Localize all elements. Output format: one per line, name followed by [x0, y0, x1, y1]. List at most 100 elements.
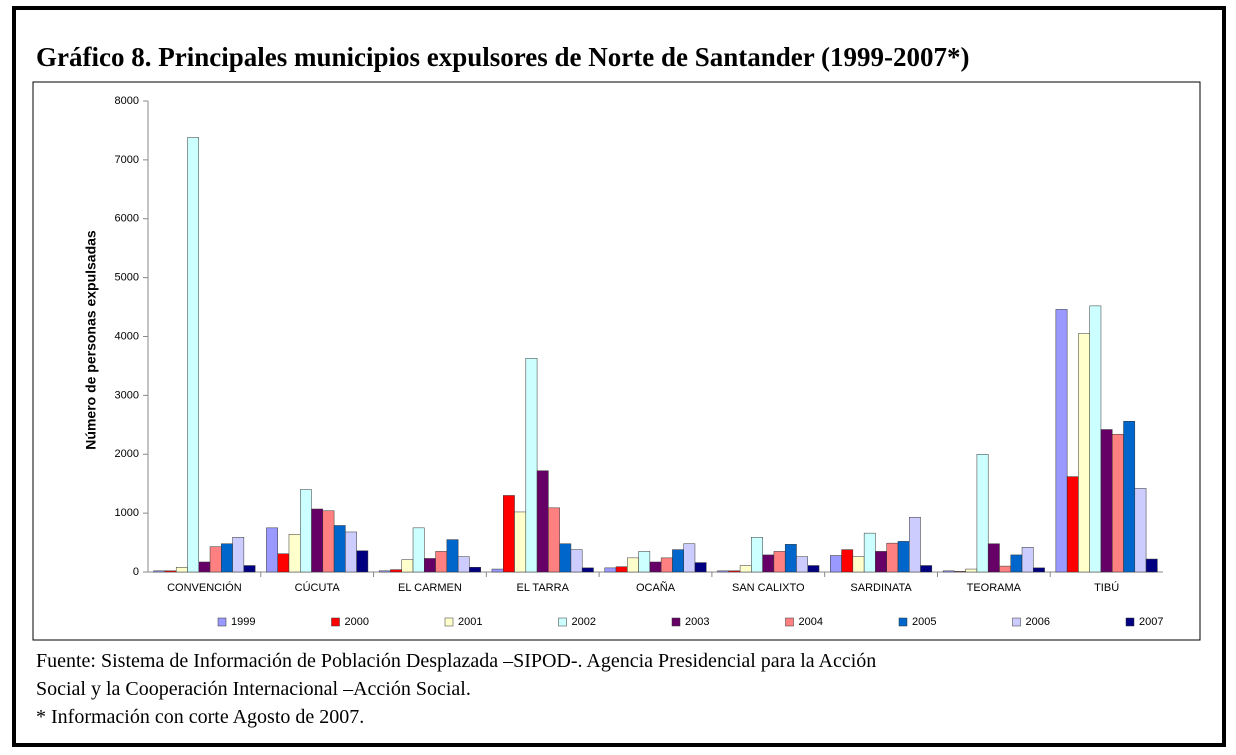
- legend-label: 2007: [1139, 616, 1163, 628]
- bar: [198, 561, 211, 573]
- bar: [784, 544, 797, 573]
- bar: [311, 508, 324, 573]
- bar: [717, 570, 730, 573]
- bar: [164, 570, 177, 573]
- bar: [570, 549, 583, 573]
- bar: [1010, 554, 1023, 573]
- x-tick-label: SAN CALIXTO: [732, 582, 805, 594]
- bar: [773, 551, 786, 573]
- legend-label: 1999: [231, 616, 255, 628]
- bar: [841, 549, 854, 573]
- bar: [469, 567, 481, 573]
- bar: [1134, 488, 1147, 573]
- bar: [954, 571, 966, 573]
- bar: [604, 567, 617, 573]
- bar: [277, 553, 290, 573]
- bar: [1089, 305, 1102, 573]
- bar: [1123, 421, 1136, 573]
- x-tick-label: TIBÚ: [1094, 581, 1119, 594]
- bar: [345, 531, 357, 573]
- bar: [153, 570, 166, 573]
- bar: [187, 137, 200, 573]
- bar: [378, 570, 391, 573]
- bar: [762, 554, 775, 573]
- bar: [581, 567, 594, 573]
- bar: [536, 470, 549, 573]
- bar: [503, 495, 515, 573]
- footer-line: Fuente: Sistema de Información de Poblac…: [36, 650, 877, 672]
- bar: [649, 561, 662, 573]
- legend-label: 2000: [345, 616, 369, 628]
- bar: [965, 568, 978, 573]
- bar: [739, 565, 752, 573]
- bar: [796, 556, 809, 573]
- y-tick-label: 6000: [115, 213, 139, 225]
- bar: [627, 557, 639, 573]
- footer-line: Social y la Cooperación Internacional –A…: [36, 678, 471, 700]
- y-tick-label: 5000: [115, 272, 139, 284]
- bar: [221, 543, 233, 573]
- legend-swatch: [558, 617, 567, 627]
- y-tick-label: 7000: [115, 154, 139, 166]
- y-tick-label: 8000: [115, 95, 139, 107]
- bar: [401, 559, 414, 573]
- y-axis-label: Número de personas expulsadas: [83, 230, 99, 450]
- bar: [976, 454, 989, 573]
- bar: [728, 570, 741, 573]
- bar: [356, 550, 369, 573]
- bar: [1021, 547, 1034, 573]
- bar: [525, 358, 538, 573]
- bar: [672, 549, 684, 573]
- legend-label: 2005: [912, 616, 936, 628]
- legend-label: 2001: [458, 616, 482, 628]
- x-tick-label: SARDINATA: [850, 582, 912, 594]
- bar: [491, 568, 504, 573]
- bar: [390, 569, 403, 573]
- bar: [435, 551, 448, 573]
- bar: [175, 567, 188, 573]
- bar: [886, 542, 899, 573]
- bar: [909, 516, 921, 573]
- legend-swatch: [785, 617, 794, 627]
- frame: [12, 6, 1226, 747]
- legend-swatch: [898, 617, 908, 627]
- footer-line: * Información con corte Agosto de 2007.: [36, 706, 365, 728]
- bar: [446, 539, 459, 573]
- bar: [232, 537, 245, 573]
- bar: [830, 555, 842, 573]
- bar: [942, 570, 955, 573]
- legend-swatch: [1012, 617, 1021, 627]
- x-tick-label: TEORAMA: [967, 582, 1022, 594]
- bar: [920, 565, 933, 573]
- bar: [1066, 476, 1079, 573]
- bar: [999, 565, 1012, 573]
- legend-label: 2002: [572, 616, 596, 628]
- legend-swatch: [444, 617, 454, 627]
- x-tick-label: EL CARMEN: [398, 582, 462, 594]
- bar: [683, 543, 696, 573]
- bar: [1112, 433, 1124, 573]
- bar: [322, 510, 335, 573]
- legend-label: 2006: [1026, 616, 1050, 628]
- chart-title: Gráfico 8. Principales municipios expuls…: [36, 42, 970, 72]
- y-tick-label: 1000: [115, 507, 139, 519]
- bar: [300, 489, 312, 573]
- bar: [875, 551, 887, 573]
- bar: [1145, 558, 1158, 573]
- bar: [638, 551, 651, 573]
- y-tick-label: 3000: [115, 389, 139, 401]
- y-tick-label: 0: [133, 566, 139, 578]
- bar: [852, 556, 865, 573]
- bar: [863, 532, 876, 573]
- legend-swatch: [1125, 617, 1135, 627]
- bar: [333, 525, 346, 573]
- y-tick-label: 4000: [115, 330, 139, 342]
- bar: [807, 565, 820, 573]
- y-tick-label: 2000: [115, 448, 139, 460]
- bar: [1055, 309, 1068, 573]
- x-tick-label: CONVENCIÓN: [167, 581, 242, 594]
- legend-label: 2004: [799, 616, 823, 628]
- bar: [897, 541, 910, 573]
- bar: [615, 566, 628, 573]
